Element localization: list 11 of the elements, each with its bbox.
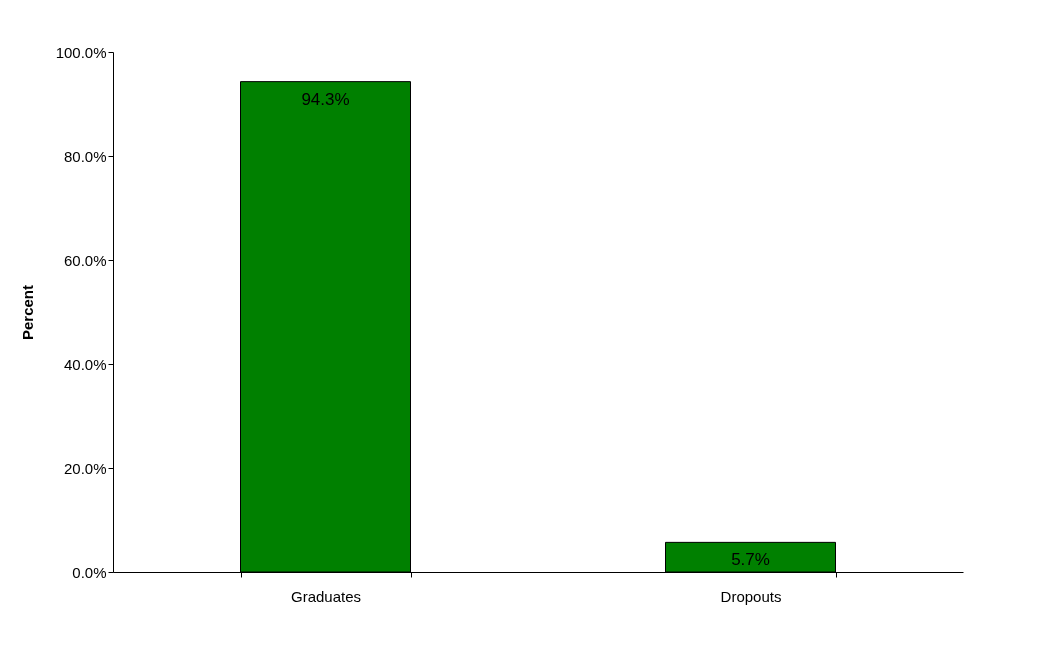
y-tick-label: 60.0% (63, 251, 107, 269)
x-tick-label: Dropouts (720, 587, 782, 605)
y-tick-label: 0.0% (72, 563, 107, 581)
y-tick-label: 20.0% (63, 459, 107, 477)
data-label: 94.3% (301, 89, 350, 109)
y-axis-title: Percent (18, 284, 36, 341)
y-tick-label: 100.0% (55, 43, 107, 61)
y-tick-label: 40.0% (63, 355, 107, 373)
data-label: 5.7% (731, 550, 770, 570)
y-tick-label: 80.0% (63, 147, 107, 165)
x-tick-label: Graduates (290, 587, 362, 605)
